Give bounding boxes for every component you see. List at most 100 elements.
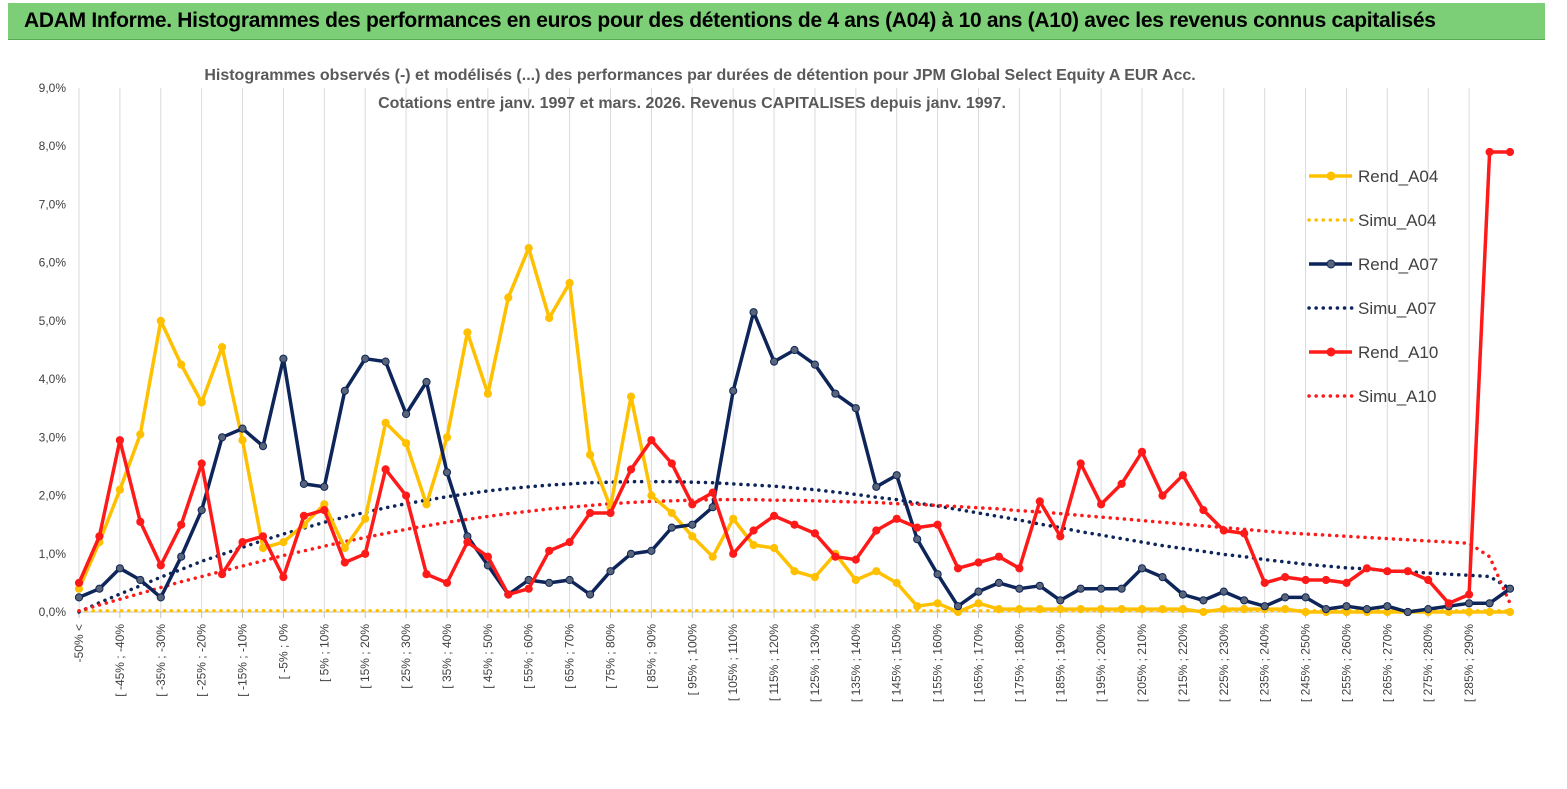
rend-a10-point bbox=[953, 564, 963, 573]
rend-a10-point bbox=[422, 570, 431, 579]
x-tick-label: -50% < bbox=[72, 624, 86, 662]
rend-a04-point bbox=[913, 602, 922, 611]
y-tick-label: 4,0% bbox=[39, 372, 67, 386]
rend-a07-point bbox=[1056, 596, 1065, 605]
rend-a07-point bbox=[1465, 599, 1474, 608]
rend-a07-point bbox=[197, 506, 206, 515]
rend-a07-point bbox=[218, 433, 227, 442]
x-tick-label: [ 145% ; 150% bbox=[890, 624, 904, 702]
rend-a04-point bbox=[156, 316, 165, 325]
y-tick-label: 8,0% bbox=[39, 139, 67, 153]
rend-a04-point bbox=[1056, 605, 1065, 614]
rend-a07-point bbox=[831, 389, 840, 398]
rend-a10-point bbox=[156, 561, 165, 570]
x-tick-label: [ 85% ; 90% bbox=[644, 624, 658, 689]
rend-a10-point bbox=[626, 465, 636, 474]
rend-a10-point bbox=[279, 573, 288, 582]
rend-a04-point bbox=[1240, 605, 1249, 614]
rend-a04-point bbox=[422, 500, 431, 509]
rend-a10-point bbox=[994, 552, 1004, 561]
rend-a10-point bbox=[892, 514, 901, 523]
rend-a07-point bbox=[299, 479, 308, 488]
rend-a07-point bbox=[974, 587, 983, 596]
rend-a04-point bbox=[1281, 605, 1290, 614]
rend-a10-point bbox=[1301, 575, 1310, 585]
rend-a07-point bbox=[1342, 602, 1351, 611]
rend-a10-point bbox=[197, 459, 206, 468]
rend-a07-point bbox=[851, 404, 860, 413]
rend-a07-point bbox=[892, 471, 901, 480]
x-tick-label: [ 135% ; 140% bbox=[849, 624, 863, 702]
rend-a10-point bbox=[851, 555, 860, 564]
rend-a04-point bbox=[770, 543, 779, 553]
rend-a07-point bbox=[606, 567, 615, 576]
rend-a04-point bbox=[504, 293, 513, 302]
rend-a07-point bbox=[320, 482, 329, 491]
rend-a10-point bbox=[647, 436, 656, 445]
rend-a07-point bbox=[1424, 605, 1433, 614]
rend-a10-point bbox=[483, 552, 492, 561]
rend-a10-point bbox=[831, 552, 840, 561]
x-tick-label: [ -35% ; -30% bbox=[154, 624, 168, 697]
rend-a10-point bbox=[729, 549, 738, 558]
rend-a10-point bbox=[361, 549, 370, 558]
rend-a04-point bbox=[1158, 605, 1167, 614]
rend-a10-point bbox=[136, 517, 145, 526]
legend-label-simu-a10: Simu_A10 bbox=[1358, 387, 1436, 406]
rend-a04-point bbox=[361, 514, 370, 523]
rend-a07-point bbox=[1015, 584, 1024, 593]
y-tick-label: 6,0% bbox=[39, 256, 67, 270]
rend-a10-point bbox=[565, 538, 574, 547]
rend-a10-point bbox=[1240, 529, 1249, 538]
rend-a07-point bbox=[1137, 564, 1147, 573]
legend-marker-rend-a04 bbox=[1326, 171, 1336, 181]
x-tick-label: [ 205% ; 210% bbox=[1135, 624, 1149, 702]
x-tick-label: [ 65% ; 70% bbox=[563, 624, 577, 689]
rend-a04-point bbox=[626, 392, 636, 401]
rend-a04-point bbox=[892, 578, 901, 588]
x-tick-label: [ 15% ; 20% bbox=[358, 624, 372, 689]
x-tick-label: [ 275% ; 280% bbox=[1421, 624, 1435, 702]
x-tick-label: [ 185% ; 190% bbox=[1053, 624, 1067, 702]
rend-a07-point bbox=[872, 482, 881, 491]
y-axis: 0,0% 1,0% 2,0% 3,0% 4,0% 5,0% 6,0% 7,0% 8,0% 9,0% bbox=[39, 81, 67, 619]
rend-a10-point bbox=[1076, 459, 1085, 468]
rend-a10-point bbox=[115, 436, 125, 445]
rend-a10-point bbox=[1321, 575, 1331, 585]
rend-a04-point bbox=[933, 599, 942, 608]
rend-a07-point bbox=[381, 357, 390, 366]
rend-a07-point bbox=[688, 520, 697, 529]
rend-a07-point bbox=[156, 593, 165, 602]
rend-a07-point bbox=[1260, 602, 1269, 611]
x-tick-label: [ 265% ; 270% bbox=[1380, 624, 1394, 702]
rend-a04-point bbox=[177, 360, 186, 369]
rend-a10-point bbox=[1056, 532, 1065, 541]
rend-a07-point bbox=[1158, 573, 1167, 582]
x-tick-label: [ 105% ; 110% bbox=[726, 624, 740, 701]
rend-a07-point bbox=[586, 590, 595, 599]
rend-a04-point bbox=[1117, 605, 1126, 614]
chart-title: Histogrammes observés (-) et modélisés (… bbox=[204, 67, 1195, 84]
x-axis: -50% < [ -45% ; -40% [ -35% ; -30% [ -25% ;… bbox=[72, 611, 1510, 702]
x-tick-label: [ 45% ; 50% bbox=[481, 624, 495, 689]
rend-a10-point bbox=[1015, 564, 1024, 573]
x-tick-label: [ 225% ; 230% bbox=[1217, 624, 1231, 702]
x-tick-label: [ -45% ; -40% bbox=[113, 624, 127, 697]
rend-a10-point bbox=[320, 506, 329, 515]
rend-a04-point bbox=[1505, 607, 1515, 617]
rend-a10-point bbox=[177, 520, 186, 529]
rend-a10-point bbox=[1403, 567, 1412, 576]
rend-a04-point bbox=[667, 508, 676, 518]
x-tick-label: [ -25% ; -20% bbox=[195, 624, 209, 697]
rend-a04-point bbox=[136, 430, 145, 439]
rend-a10-point bbox=[1035, 497, 1044, 506]
rend-a04-point bbox=[1015, 605, 1024, 614]
rend-a07-point bbox=[1403, 607, 1412, 617]
rend-a10-point bbox=[1260, 578, 1269, 588]
rend-a07-point bbox=[115, 564, 125, 573]
x-tick-label: [ 55% ; 60% bbox=[522, 624, 536, 689]
x-tick-label: [ 175% ; 180% bbox=[1012, 624, 1026, 702]
rend-a10-point bbox=[258, 532, 268, 541]
rend-a10-point bbox=[1178, 471, 1188, 480]
rend-a07-point bbox=[1321, 605, 1331, 614]
